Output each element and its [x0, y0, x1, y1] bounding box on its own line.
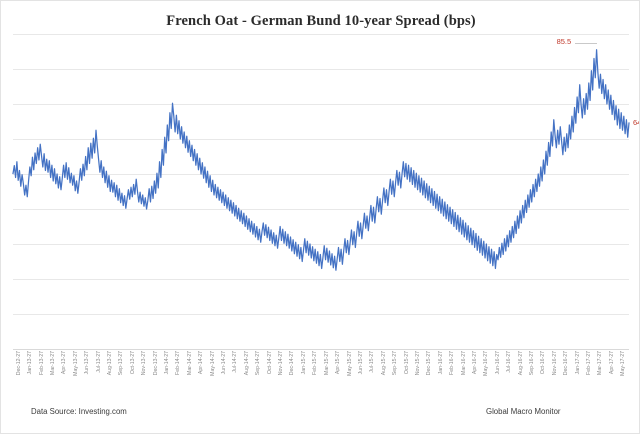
gridline — [13, 279, 629, 280]
gridline — [13, 314, 629, 315]
data-point-label: 64.6 — [633, 117, 639, 127]
gridline — [13, 209, 629, 210]
attribution-note: Global Macro Monitor — [486, 407, 561, 416]
spread-line-series — [12, 49, 630, 271]
gridline — [13, 174, 629, 175]
gridline — [13, 34, 629, 35]
gridline — [13, 69, 629, 70]
gridline — [13, 244, 629, 245]
label-leader-line — [574, 42, 597, 44]
x-axis-tick-label: 27-May-17 — [620, 351, 627, 376]
gridline — [13, 139, 629, 140]
data-point-label: 85.5 — [556, 36, 572, 46]
gridline — [13, 104, 629, 105]
series-svg — [12, 49, 630, 271]
plot-area: 85.5 64.6 — [12, 34, 639, 350]
chart-title: French Oat - German Bund 10-year Spread … — [166, 13, 476, 29]
x-axis-tick-labels: 27-Dec-12 27-Jan-13 27-Feb-13 27-Mar-13 27-A… — [13, 351, 629, 397]
data-source-note: Data Source: Investing.com — [31, 407, 127, 416]
x-axis-line — [13, 349, 629, 350]
